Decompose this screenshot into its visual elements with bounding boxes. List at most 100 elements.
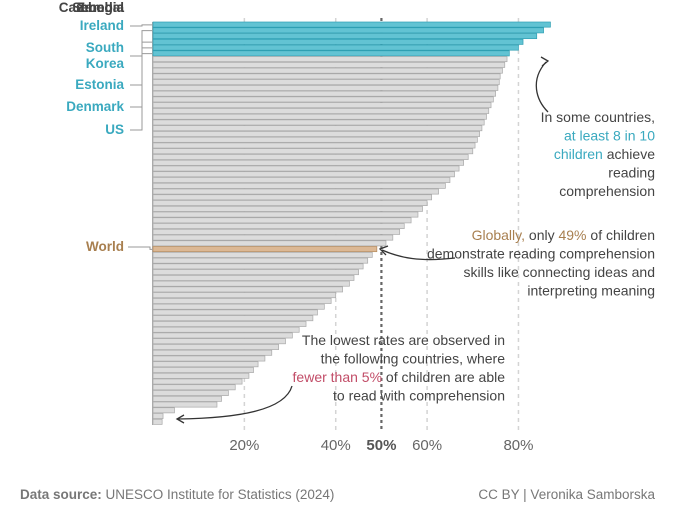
leader-line [128,246,152,250]
bar [152,355,266,362]
annotation-text: fewer than 5% [293,369,383,385]
bar [152,321,307,327]
source-label: Data source: [20,487,102,502]
category-label: Denmark [66,99,124,114]
source: Data source: UNESCO Institute for Statis… [20,487,334,502]
category-label: US [105,122,124,137]
annotation-text: 49% [558,227,586,243]
annotations: In some countries, at least 8 in 10 childr… [293,109,656,404]
annotation-line: Globally, only 49% of children [472,227,655,243]
bar [152,200,428,206]
arrow-head [378,245,389,256]
bar [152,165,460,172]
bar [152,84,499,91]
annotation-line: to read with comprehension [333,387,505,403]
bar [152,125,483,132]
annotation-line: children achieve [554,146,655,162]
bar [152,372,250,379]
x-tick-label: 20% [229,437,259,454]
annotation-text: reading [608,164,655,180]
bar [152,119,485,126]
bar [152,234,394,241]
bar [152,286,343,293]
bar [152,223,405,230]
bar [152,136,478,143]
arrow-head [175,414,185,424]
category-label: South Korea [85,40,124,71]
x-tick-label: 40% [321,437,351,454]
annotation-text: skills like connecting ideas and [464,264,655,280]
annotation-line: at least 8 in 10 [564,127,655,143]
bar [152,390,229,396]
annotation-line: skills like connecting ideas and [464,264,655,280]
annotation-text: Globally, [472,227,525,243]
annotation-line: the following countries, where [321,350,506,366]
annotation-text: achieve [603,146,655,162]
bar [152,309,318,316]
bar [152,38,524,45]
bar [152,108,490,114]
bar [152,338,286,345]
bar [152,303,325,310]
bar [152,401,218,408]
bar [152,205,423,212]
bar [152,315,314,322]
bar [152,194,433,201]
bar [152,96,494,103]
category-label: Zambia [76,0,124,15]
annotation-text: comprehension [559,183,655,199]
bar [152,61,506,68]
bar [152,21,551,28]
bar [152,154,469,160]
bar [152,228,401,235]
bar [152,73,501,80]
leader-line [130,30,152,57]
annotation-line: The lowest rates are observed in [302,332,505,348]
bar [152,251,373,258]
bar [152,344,279,350]
bar [152,274,355,281]
bar [152,246,378,253]
annotation-text: In some countries, [541,109,655,125]
x-tick-label: 80% [503,437,533,454]
x-tick-label: 60% [412,437,442,454]
annotation-line: demonstrate reading comprehension [427,245,655,261]
annotation-line: comprehension [559,183,655,199]
annotation-text: of children are able [382,369,505,385]
arrow [535,61,549,113]
bar [152,182,446,189]
bar [152,67,503,74]
bar [152,79,500,86]
bar [152,50,510,57]
category-label: Ireland [79,18,124,33]
bar [152,113,487,120]
bar [152,33,538,40]
bar [152,413,164,419]
category-label: World [86,239,124,254]
bar [152,407,175,414]
annotation-text: only [525,227,558,243]
leader-line [130,24,152,27]
bar [152,188,439,195]
leader-line [130,47,152,108]
category-label: Cambodia [58,0,124,15]
annotation-line: fewer than 5% of children are able [293,369,506,385]
bar [152,367,254,373]
arrow [177,385,293,420]
annotation-text: children [554,146,603,162]
bar [152,159,464,166]
annotation-line: reading [608,164,655,180]
credit: CC BY | Veronika Samborska [478,487,655,502]
bar [152,102,492,109]
bar [152,297,332,304]
bar [152,384,236,391]
bar [152,142,476,149]
bar [152,171,455,178]
leader-line [130,53,152,131]
category-label: Senegal [72,0,124,15]
bar [152,240,387,247]
bar [152,378,243,385]
bar [152,56,508,63]
